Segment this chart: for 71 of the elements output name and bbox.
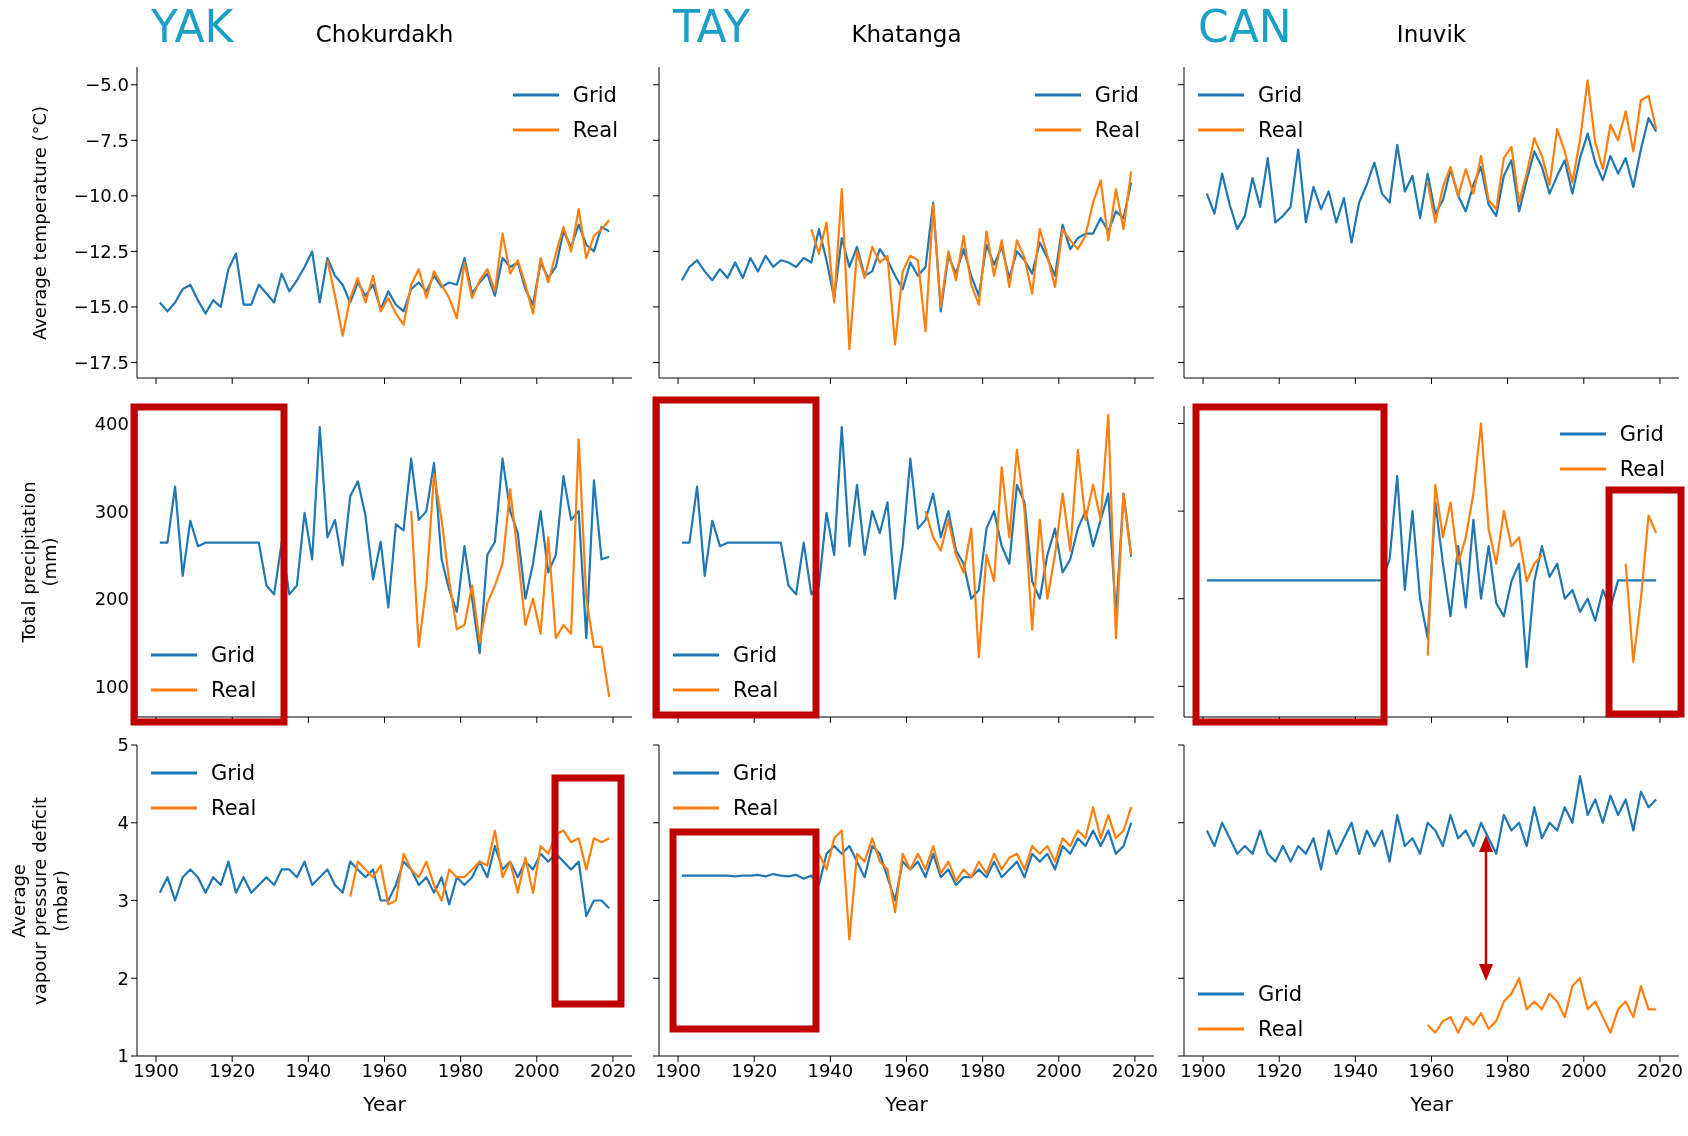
- x-tick-label: 1920: [1256, 1059, 1303, 1081]
- x-axis-title: Year: [362, 1092, 407, 1116]
- x-axis-title: Year: [1409, 1092, 1454, 1116]
- chart-title: Khatanga: [851, 21, 962, 47]
- chart-title: Chokurdakh: [315, 21, 454, 47]
- legend-label: Grid: [1258, 981, 1303, 1006]
- x-tick-label: 1960: [883, 1059, 930, 1081]
- x-tick-label: 1960: [361, 1059, 408, 1081]
- x-tick-label: 2000: [1035, 1059, 1082, 1081]
- y-tick-label: 2: [117, 967, 129, 989]
- y-tick-label: 200: [94, 588, 129, 610]
- legend-label: Grid: [1094, 82, 1139, 107]
- x-tick-label: 1980: [437, 1059, 484, 1081]
- x-tick-label: 1920: [209, 1059, 256, 1081]
- x-tick-label: 2000: [1560, 1059, 1607, 1081]
- legend-label: Real: [211, 795, 257, 820]
- legend-label: Real: [733, 795, 779, 820]
- legend-label: Real: [1258, 1016, 1304, 1041]
- x-tick-label: 1900: [655, 1059, 701, 1081]
- legend-label: Real: [1619, 456, 1665, 481]
- y-tick-label: −15.0: [73, 296, 129, 318]
- line-series: [158, 223, 611, 315]
- legend-label: Grid: [1258, 82, 1303, 107]
- text: YAK: [151, 1, 234, 52]
- chart-title: Inuvik: [1396, 21, 1467, 47]
- y-tick-label: 300: [94, 500, 129, 522]
- legend-label: Grid: [211, 642, 256, 667]
- y-axis-title: Average vapour pressure deficit (mbar): [5, 795, 71, 1007]
- y-tick-label: −7.5: [85, 129, 129, 151]
- legend-label: Real: [572, 117, 618, 142]
- text: CAN: [1198, 1, 1292, 52]
- y-tick-label: −17.5: [73, 351, 129, 373]
- x-tick-label: 1960: [1408, 1059, 1455, 1081]
- y-tick-label: −5.0: [85, 74, 129, 96]
- x-tick-label: 1980: [1484, 1059, 1531, 1081]
- y-axis-title: Average temperature (°C): [26, 104, 51, 342]
- x-axis-title: Year: [884, 1092, 929, 1116]
- y-tick-label: 400: [94, 412, 129, 434]
- line-series: [326, 208, 611, 337]
- x-tick-label: 1980: [959, 1059, 1006, 1081]
- x-tick-label: 2020: [590, 1059, 636, 1081]
- x-tick-label: 1900: [133, 1059, 179, 1081]
- x-tick-label: 1940: [1332, 1059, 1379, 1081]
- y-tick-label: 4: [117, 812, 129, 834]
- legend-label: Grid: [211, 760, 256, 785]
- y-tick-label: 5: [117, 734, 129, 756]
- x-tick-label: 1940: [807, 1059, 854, 1081]
- x-tick-label: 1900: [1180, 1059, 1226, 1081]
- legend-label: Real: [1258, 117, 1304, 142]
- legend-label: Real: [211, 677, 257, 702]
- legend-label: Real: [1094, 117, 1140, 142]
- legend-label: Grid: [572, 82, 617, 107]
- text: TAY: [673, 1, 751, 52]
- x-tick-label: 2020: [1637, 1059, 1683, 1081]
- legend-label: Grid: [733, 642, 778, 667]
- x-tick-label: 1920: [731, 1059, 778, 1081]
- y-tick-label: 100: [94, 675, 129, 697]
- line-series: [349, 829, 611, 906]
- y-tick-label: −10.0: [73, 185, 129, 207]
- x-tick-label: 2000: [513, 1059, 560, 1081]
- y-tick-label: 1: [117, 1045, 129, 1067]
- legend-label: Grid: [1619, 421, 1664, 446]
- legend-label: Real: [733, 677, 779, 702]
- x-tick-label: 1940: [285, 1059, 332, 1081]
- legend-label: Grid: [733, 760, 778, 785]
- x-tick-label: 2020: [1112, 1059, 1158, 1081]
- y-axis-title: Total precipitation (mm): [16, 479, 60, 645]
- line-series: [410, 438, 611, 698]
- y-tick-label: 3: [117, 889, 129, 911]
- y-tick-label: −12.5: [73, 240, 129, 262]
- line-series: [158, 844, 611, 918]
